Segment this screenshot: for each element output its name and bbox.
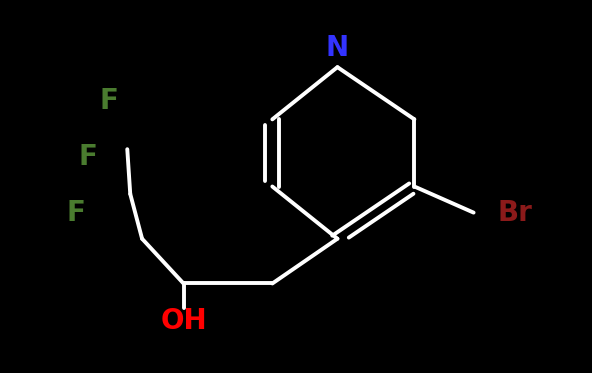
Text: F: F <box>79 142 98 171</box>
Text: F: F <box>67 198 86 227</box>
Text: N: N <box>326 34 349 63</box>
Text: Br: Br <box>497 198 532 227</box>
Text: F: F <box>99 87 118 115</box>
Text: OH: OH <box>160 307 207 335</box>
